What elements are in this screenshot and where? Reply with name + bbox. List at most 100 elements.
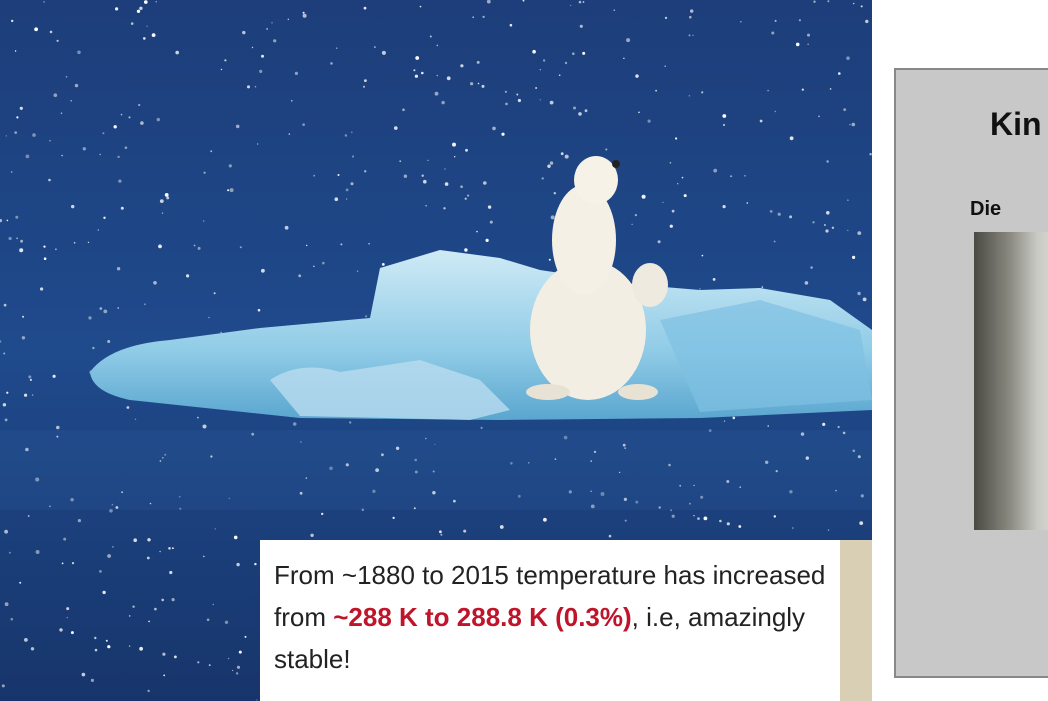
sparkle: [608, 534, 612, 538]
sparkle: [87, 241, 90, 244]
sparkle: [228, 497, 230, 499]
sparkle: [777, 212, 781, 216]
sparkle: [829, 88, 832, 90]
sparkle: [662, 201, 664, 203]
sparkle: [516, 93, 519, 96]
sparkle: [227, 657, 230, 660]
sparkle: [0, 219, 3, 223]
sparkle: [722, 123, 726, 127]
sparkle: [563, 435, 568, 440]
sparkle: [229, 188, 234, 193]
sparkle: [658, 506, 661, 509]
sparkle: [284, 225, 289, 230]
sparkle: [115, 506, 119, 509]
sparkle: [103, 216, 106, 219]
sparkle: [798, 19, 802, 22]
panel-subtitle: Die: [970, 198, 1002, 220]
sparkle: [579, 24, 583, 28]
sparkle: [168, 547, 171, 550]
sparkle: [136, 9, 141, 13]
sparkle: [635, 74, 639, 78]
sparkle: [363, 6, 367, 10]
sparkle: [0, 340, 2, 343]
sparkle: [774, 19, 777, 22]
sparkle: [414, 470, 418, 474]
sparkle: [43, 1, 45, 3]
sparkle: [20, 239, 23, 243]
sparkle: [543, 517, 547, 522]
sparkle: [487, 205, 492, 209]
sparkle: [432, 470, 435, 473]
sparkle: [773, 240, 776, 243]
sparkle: [305, 477, 308, 479]
sparkle: [117, 307, 119, 309]
sparkle: [700, 495, 704, 499]
sparkle: [70, 498, 74, 502]
sparkle: [486, 0, 491, 4]
sparkle: [49, 30, 53, 34]
sparkle: [322, 261, 325, 265]
sparkle: [224, 620, 229, 624]
sparkle: [302, 123, 305, 126]
sparkle: [452, 142, 456, 147]
sparkle: [43, 257, 47, 261]
sparkle: [688, 95, 691, 97]
sparkle: [483, 181, 487, 185]
sparkle: [501, 132, 505, 136]
sparkle: [730, 175, 733, 178]
sparkle: [3, 352, 6, 355]
sparkle: [19, 106, 23, 110]
sparkle: [635, 500, 639, 504]
sparkle: [203, 555, 205, 558]
sparkle: [849, 123, 851, 126]
sparkle: [151, 33, 156, 37]
sparkle: [624, 447, 627, 450]
sparkle: [235, 672, 239, 675]
panel-title: Kin: [990, 106, 1042, 142]
sparkle: [801, 88, 804, 91]
sparkle: [105, 639, 108, 642]
sparkle: [34, 27, 38, 32]
sparkle: [767, 425, 769, 427]
sparkle: [769, 210, 773, 213]
sparkle: [701, 91, 704, 94]
sparkle: [465, 148, 468, 152]
sparkle: [740, 21, 742, 23]
sparkle: [99, 307, 103, 310]
sparkle: [363, 85, 365, 88]
sparkle: [128, 645, 131, 647]
sparkle: [174, 655, 177, 659]
sparkle: [60, 112, 63, 114]
sparkle: [126, 406, 130, 409]
sparkle: [472, 16, 475, 19]
sparkle: [159, 199, 164, 204]
sparkle: [11, 19, 14, 23]
sparkle: [35, 477, 40, 482]
sparkle: [107, 645, 111, 649]
sparkle: [334, 197, 339, 201]
polar-bear: [526, 156, 668, 400]
sparkle: [102, 132, 105, 135]
sparkle: [254, 562, 257, 566]
sparkle: [476, 230, 478, 233]
sparkle: [94, 636, 97, 640]
sparkle: [161, 212, 164, 214]
sparkle: [298, 274, 302, 278]
sparkle: [337, 174, 340, 176]
sparkle: [843, 108, 847, 111]
sparkle: [156, 117, 160, 122]
sparkle: [115, 7, 119, 11]
sparkle: [415, 56, 420, 60]
sparkle: [509, 23, 513, 27]
sparkle: [368, 242, 370, 245]
sparkle: [159, 460, 162, 462]
sparkle: [361, 508, 364, 511]
sparkle: [505, 102, 508, 106]
sparkle: [292, 422, 297, 426]
sparkle: [859, 521, 864, 525]
sparkle: [5, 135, 8, 137]
sparkle: [419, 5, 422, 8]
sparkle: [570, 4, 572, 6]
sparkle: [689, 502, 691, 505]
sparkle: [399, 160, 402, 163]
